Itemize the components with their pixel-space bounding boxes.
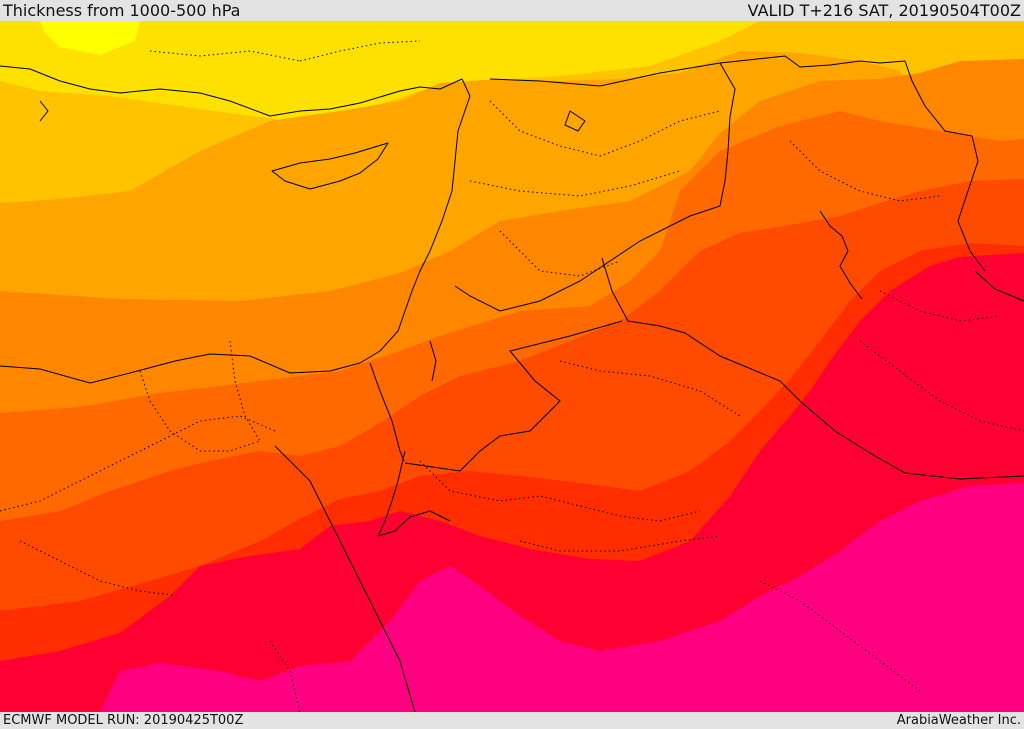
model-run-label: ECMWF MODEL RUN: 20190425T00Z (3, 713, 244, 728)
footer-bar: ECMWF MODEL RUN: 20190425T00Z ArabiaWeat… (0, 712, 1024, 729)
band-yellow-bright (40, 21, 140, 55)
map-title: Thickness from 1000-500 hPa (3, 1, 241, 20)
province-borders (0, 40, 1024, 712)
title-bar: Thickness from 1000-500 hPa VALID T+216 … (0, 0, 1024, 21)
thickness-map[interactable] (0, 21, 1024, 712)
credit-label: ArabiaWeather Inc. (896, 713, 1021, 728)
band-yellow (0, 21, 760, 121)
country-borders (369, 55, 1024, 480)
band-magenta (100, 483, 1024, 712)
coastlines (0, 65, 863, 712)
valid-time-label: VALID T+216 SAT, 20190504T00Z (747, 1, 1021, 20)
